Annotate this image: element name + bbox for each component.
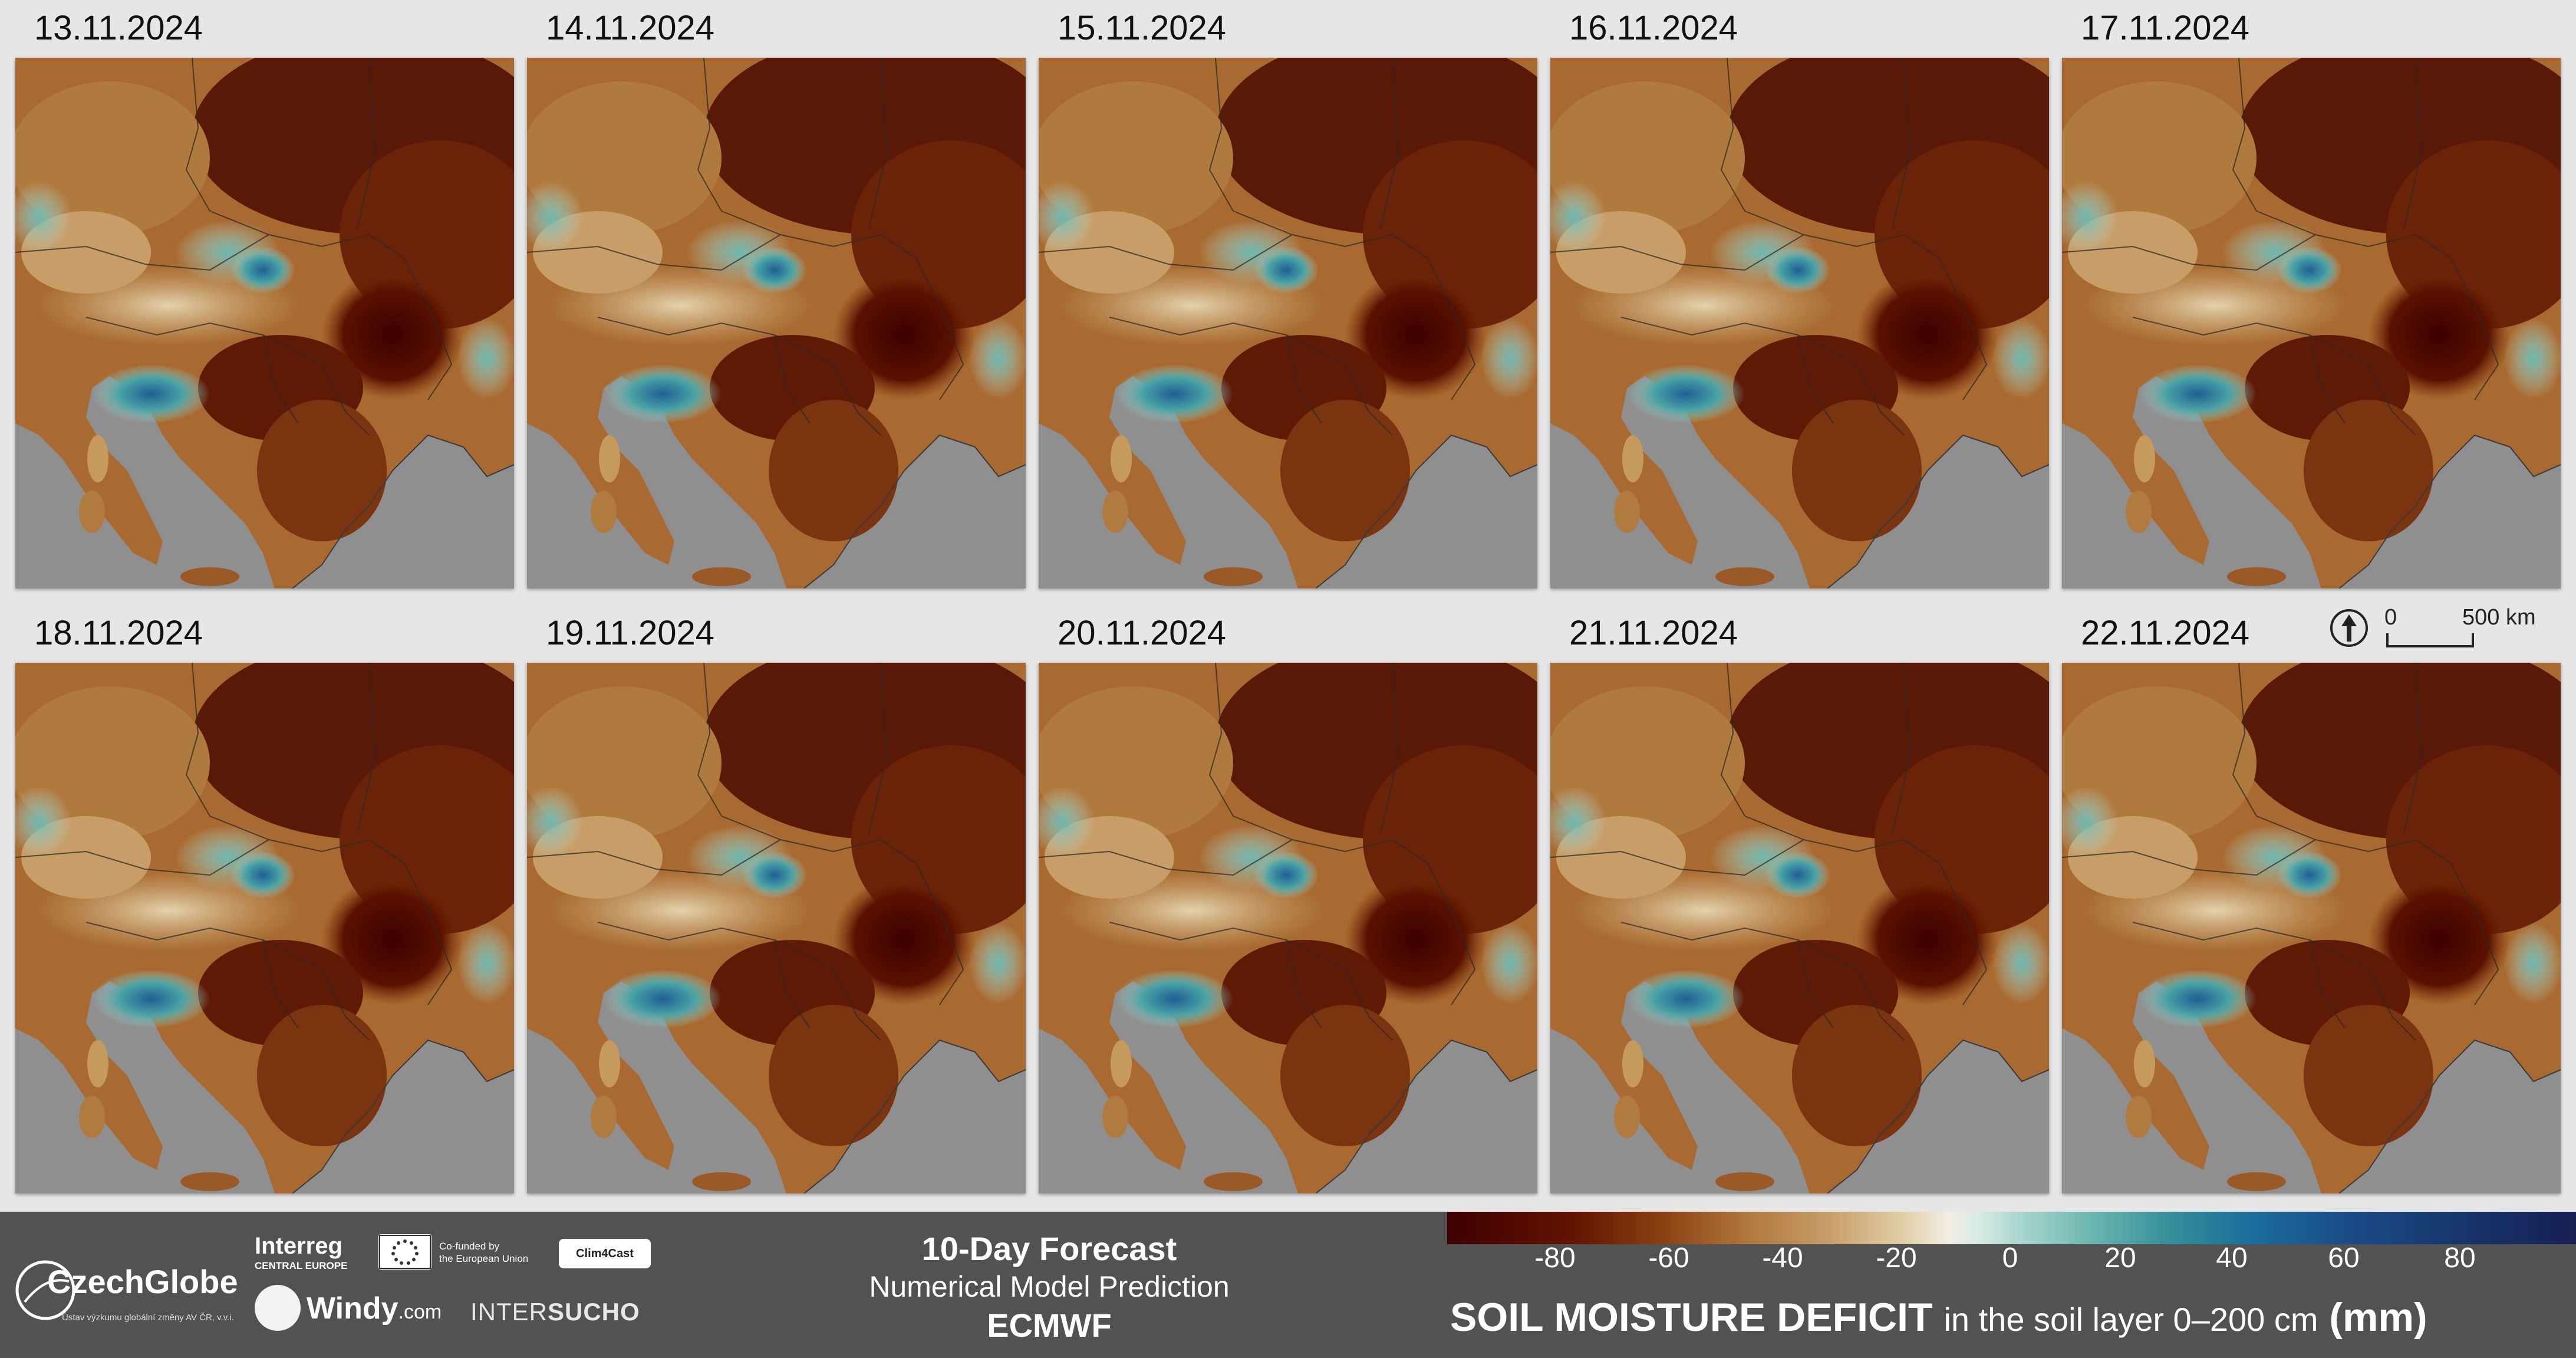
legend-tick: 20 [2104, 1242, 2136, 1274]
scale-bar [2386, 633, 2474, 647]
north-arrow-icon [2330, 609, 2368, 647]
map-panel: 15.11.2024 [1039, 4, 1537, 588]
legend-tick: -60 [1648, 1242, 1689, 1274]
legend-tick: -20 [1876, 1242, 1917, 1274]
map-image [15, 58, 514, 588]
map-image [1550, 663, 2049, 1193]
panel-date: 18.11.2024 [34, 614, 203, 652]
legend-tick: 80 [2444, 1242, 2476, 1274]
footer-bar: CzechGlobe Ústav výzkumu globální změny … [0, 1212, 2576, 1358]
map-panel: 13.11.2024 [15, 4, 514, 588]
windy-logo: Windy.com [307, 1291, 442, 1326]
map-image [1039, 663, 1537, 1193]
map-panel: 22.11.2024 [2062, 609, 2561, 1193]
forecast-model: ECMWF [987, 1307, 1112, 1344]
map-panel: 17.11.2024 [2062, 4, 2561, 588]
czechglobe-name: CzechGlobe [47, 1263, 238, 1300]
intersucho-logo: INTERSUCHO [470, 1298, 640, 1326]
panel-date: 19.11.2024 [546, 614, 714, 652]
map-panel: 16.11.2024 [1550, 4, 2049, 588]
map-panel: 18.11.2024 [15, 609, 514, 1193]
forecast-subtitle: Numerical Model Prediction [869, 1270, 1230, 1303]
legend-tick: -40 [1762, 1242, 1803, 1274]
map-image [1550, 58, 2049, 588]
color-scale-bar [1447, 1212, 2576, 1244]
map-image [15, 663, 514, 1193]
interreg-name: Interreg [255, 1233, 342, 1259]
scale-zero-label: 0 [2384, 605, 2397, 630]
legend-tick: -80 [1534, 1242, 1576, 1274]
scale-distance-label: 500 km [2462, 605, 2536, 630]
forecast-title: 10-Day Forecast [921, 1230, 1177, 1267]
panel-date: 21.11.2024 [1569, 614, 1738, 652]
map-image [527, 663, 1026, 1193]
panel-date: 20.11.2024 [1058, 614, 1226, 652]
eu-flag-icon [378, 1234, 431, 1270]
panel-date: 22.11.2024 [2081, 614, 2249, 652]
legend-title: SOIL MOISTURE DEFICIT in the soil layer … [1450, 1295, 2427, 1340]
panel-date: 15.11.2024 [1058, 9, 1226, 47]
clim4cast-logo: Clim4Cast [559, 1239, 651, 1268]
map-panel: 20.11.2024 [1039, 609, 1537, 1193]
panel-date: 14.11.2024 [546, 9, 714, 47]
map-image [2062, 58, 2561, 588]
panel-date: 17.11.2024 [2081, 9, 2249, 47]
interreg-subtitle: CENTRAL EUROPE [255, 1260, 348, 1271]
map-panel: 14.11.2024 [527, 4, 1026, 588]
panel-date: 16.11.2024 [1569, 9, 1738, 47]
eu-cofunding-text: Co-funded by the European Union [439, 1241, 529, 1264]
map-image [2062, 663, 2561, 1193]
legend-tick: 40 [2216, 1242, 2248, 1274]
legend-tick: 60 [2328, 1242, 2360, 1274]
czechglobe-logo-icon [15, 1260, 75, 1320]
map-panel: 19.11.2024 [527, 609, 1026, 1193]
legend-tick: 0 [2002, 1242, 2018, 1274]
map-image [527, 58, 1026, 588]
panel-date: 13.11.2024 [34, 9, 203, 47]
windy-logo-icon [255, 1285, 301, 1331]
map-image [1039, 58, 1537, 588]
map-panel: 21.11.2024 [1550, 609, 2049, 1193]
czechglobe-subtitle: Ústav výzkumu globální změny AV ČR, v.v.… [62, 1313, 234, 1323]
scale-indicator: 0 500 km [2328, 605, 2564, 652]
